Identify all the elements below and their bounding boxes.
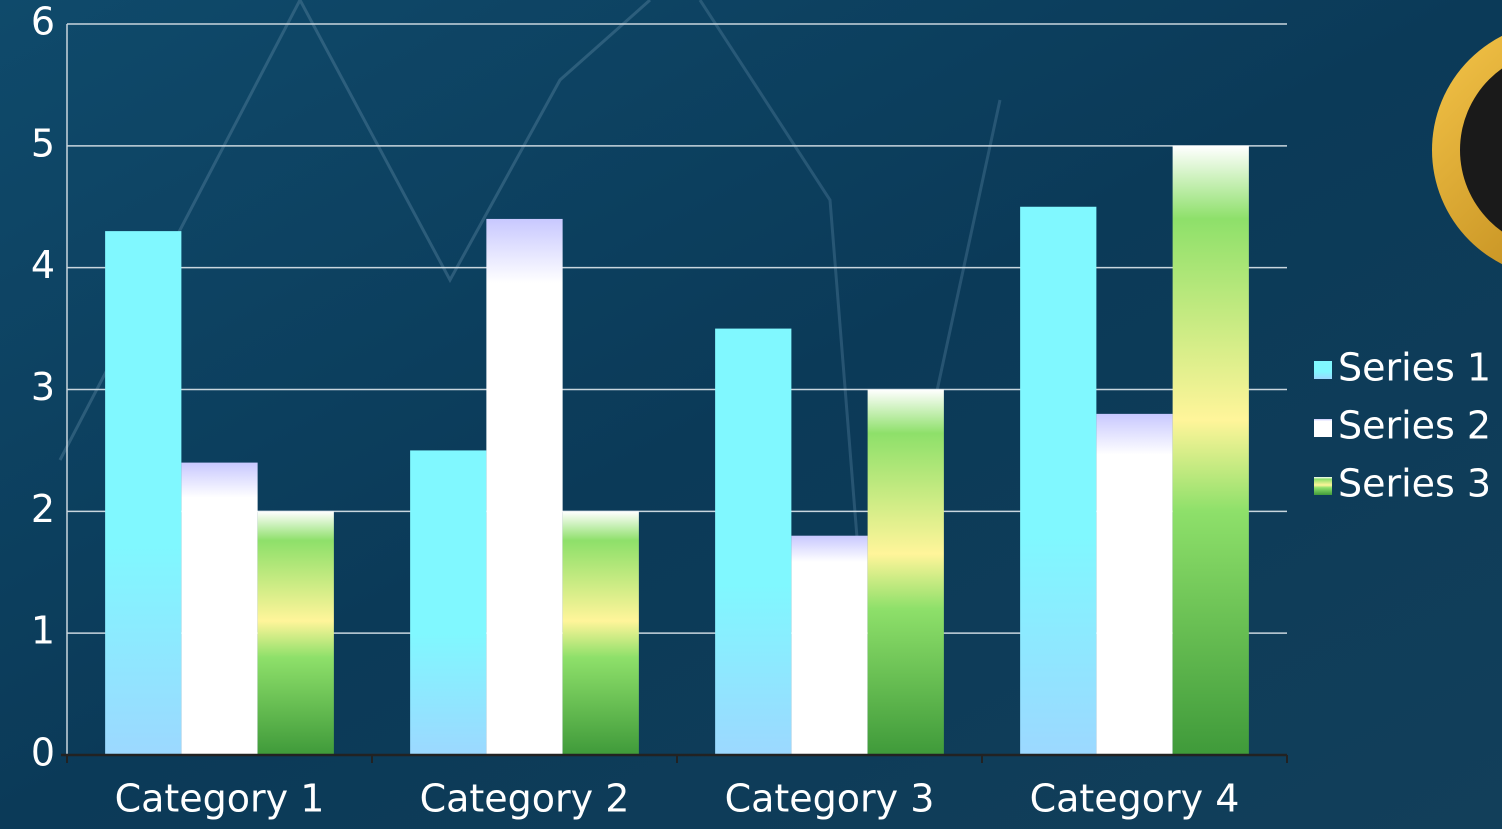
y-tick-label: 2 <box>31 487 55 531</box>
bar <box>791 535 868 755</box>
legend-swatch <box>1314 361 1332 379</box>
coin-logo-inner <box>1460 68 1502 232</box>
bar <box>867 389 944 755</box>
bar <box>257 511 334 755</box>
bar <box>486 218 563 755</box>
bar <box>562 511 639 755</box>
x-tick-label: Category 3 <box>725 777 935 821</box>
y-tick-label: 6 <box>31 0 55 44</box>
x-tick-label: Category 2 <box>420 777 630 821</box>
bar <box>1096 413 1173 755</box>
bar <box>715 328 792 755</box>
y-tick-label: 3 <box>31 365 55 409</box>
bar <box>1172 145 1249 756</box>
y-tick-label: 1 <box>31 609 55 653</box>
x-tick-label: Category 1 <box>115 777 325 821</box>
legend-label: Series 2 <box>1338 404 1491 448</box>
bar <box>181 462 258 755</box>
y-tick-label: 4 <box>31 243 55 287</box>
y-tick-label: 0 <box>31 731 55 775</box>
y-tick-label: 5 <box>31 121 55 165</box>
legend-swatch <box>1314 477 1332 495</box>
legend-label: Series 1 <box>1338 346 1491 390</box>
bar <box>410 450 487 755</box>
bar <box>105 231 182 755</box>
x-tick-label: Category 4 <box>1030 777 1240 821</box>
legend-label: Series 3 <box>1338 462 1491 506</box>
bar <box>1020 206 1097 755</box>
legend-swatch <box>1314 419 1332 437</box>
